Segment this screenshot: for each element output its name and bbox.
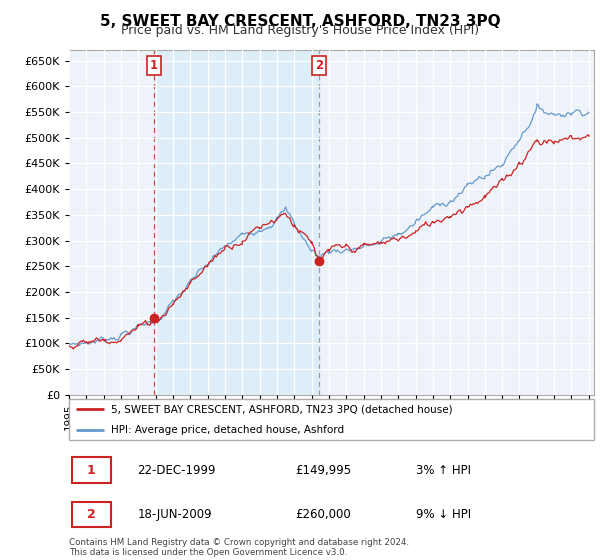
Text: 2: 2 xyxy=(86,508,95,521)
Text: Price paid vs. HM Land Registry's House Price Index (HPI): Price paid vs. HM Land Registry's House … xyxy=(121,24,479,37)
Text: Contains HM Land Registry data © Crown copyright and database right 2024.
This d: Contains HM Land Registry data © Crown c… xyxy=(69,538,409,557)
Text: 1: 1 xyxy=(86,464,95,477)
Text: 18-JUN-2009: 18-JUN-2009 xyxy=(137,508,212,521)
Text: HPI: Average price, detached house, Ashford: HPI: Average price, detached house, Ashf… xyxy=(111,424,344,435)
Text: 9% ↓ HPI: 9% ↓ HPI xyxy=(415,508,470,521)
FancyBboxPatch shape xyxy=(69,399,594,440)
Text: 2: 2 xyxy=(315,59,323,72)
Text: 1: 1 xyxy=(150,59,158,72)
FancyBboxPatch shape xyxy=(71,502,111,528)
Text: £149,995: £149,995 xyxy=(295,464,351,477)
Text: 5, SWEET BAY CRESCENT, ASHFORD, TN23 3PQ: 5, SWEET BAY CRESCENT, ASHFORD, TN23 3PQ xyxy=(100,14,500,29)
Bar xyxy=(154,50,319,395)
Text: 22-DEC-1999: 22-DEC-1999 xyxy=(137,464,216,477)
FancyBboxPatch shape xyxy=(71,457,111,483)
Text: 5, SWEET BAY CRESCENT, ASHFORD, TN23 3PQ (detached house): 5, SWEET BAY CRESCENT, ASHFORD, TN23 3PQ… xyxy=(111,404,452,414)
Text: £260,000: £260,000 xyxy=(295,508,350,521)
Text: 3% ↑ HPI: 3% ↑ HPI xyxy=(415,464,470,477)
